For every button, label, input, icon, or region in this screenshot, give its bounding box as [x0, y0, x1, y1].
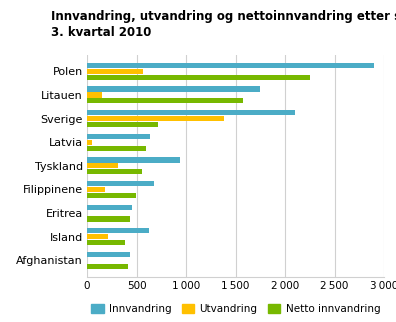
- Bar: [87, 140, 92, 145]
- Bar: [87, 75, 310, 80]
- Text: Innvandring, utvandring og nettoinnvandring etter statsborgarskap.: Innvandring, utvandring og nettoinnvandr…: [51, 10, 396, 23]
- Bar: [87, 216, 130, 222]
- Bar: [87, 134, 150, 139]
- Bar: [87, 193, 135, 198]
- Bar: [87, 122, 158, 127]
- Bar: [87, 98, 242, 103]
- Bar: [87, 169, 142, 174]
- Bar: [87, 187, 105, 192]
- Bar: [87, 146, 146, 151]
- Bar: [87, 163, 118, 168]
- Bar: [87, 63, 374, 68]
- Bar: [87, 228, 148, 233]
- Bar: [87, 92, 103, 98]
- Bar: [87, 252, 130, 257]
- Text: 3. kvartal 2010: 3. kvartal 2010: [51, 26, 152, 39]
- Bar: [87, 69, 143, 74]
- Legend: Innvandring, Utvandring, Netto innvandring: Innvandring, Utvandring, Netto innvandri…: [87, 300, 385, 318]
- Bar: [87, 157, 180, 163]
- Bar: [87, 86, 261, 92]
- Bar: [87, 116, 224, 121]
- Bar: [87, 110, 295, 115]
- Bar: [87, 181, 154, 186]
- Bar: [87, 240, 125, 245]
- Bar: [87, 204, 132, 210]
- Bar: [87, 234, 109, 239]
- Bar: [87, 264, 128, 269]
